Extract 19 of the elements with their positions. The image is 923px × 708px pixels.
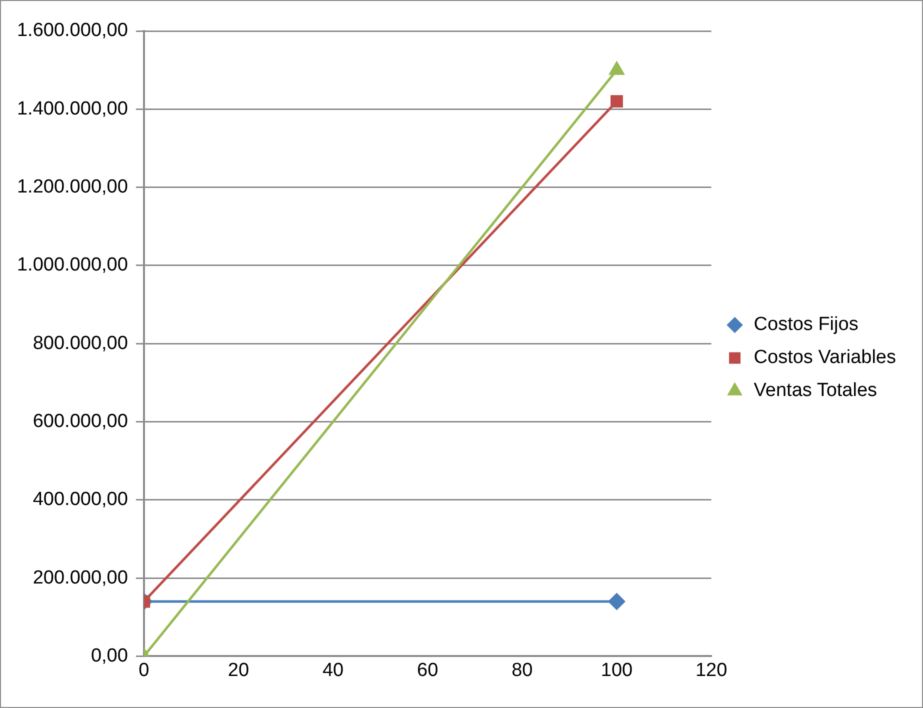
y-tick-label: 400.000,00	[32, 489, 128, 510]
y-tick-label: 0,00	[90, 645, 128, 666]
y-tick-label: 600.000,00	[32, 410, 128, 432]
x-tick-label: 60	[417, 660, 438, 681]
x-tick-label: 80	[512, 660, 533, 681]
legend-label: Costos Fijos	[754, 314, 858, 336]
y-tick-label: 1.200.000,00	[16, 176, 128, 198]
y-tick-label: 800.000,00	[32, 332, 128, 354]
y-tick-label: 1.400.000,00	[16, 98, 128, 120]
legend-label: Costos Variables	[754, 347, 896, 368]
y-tick-label: 1.600.000,00	[16, 20, 128, 42]
y-tick-label: 1.000.000,00	[16, 254, 128, 276]
x-tick-label: 120	[695, 660, 728, 681]
legend-label: Ventas Totales	[754, 380, 878, 402]
x-tick-label: 20	[228, 660, 250, 681]
y-tick-label: 200.000,00	[32, 567, 128, 588]
x-tick-label: 100	[600, 660, 633, 681]
x-tick-label: 40	[322, 660, 344, 681]
x-tick-label: 0	[138, 660, 150, 681]
